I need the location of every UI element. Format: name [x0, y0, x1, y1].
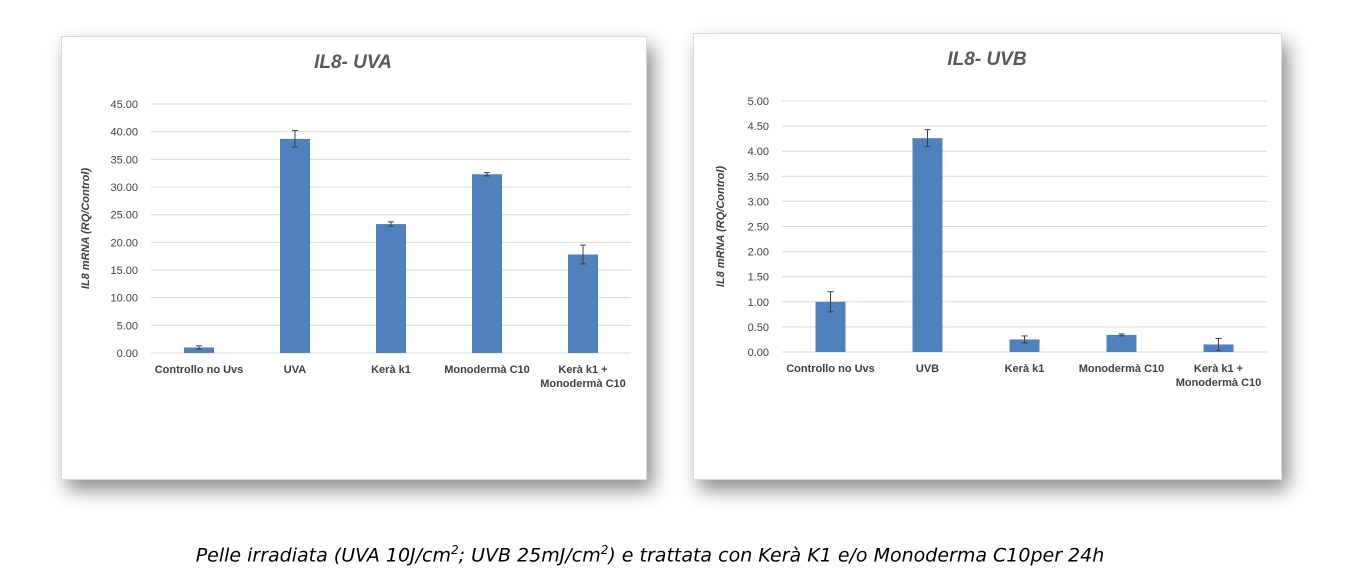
x-category-label: Kerà k1 + Monodermà C10: [1176, 363, 1262, 389]
y-tick-label: 3.00: [748, 196, 769, 208]
bar: [376, 224, 406, 353]
y-tick-label: 2.00: [748, 247, 769, 259]
chart-panel-uva: IL8- UVA IL8 mRNA (RQ/Control) 0.00 5.00 10.…: [61, 36, 647, 480]
chart-title: IL8- UVB: [947, 49, 1026, 70]
y-tick-label: 35.00: [110, 154, 138, 166]
y-tick-label: 5.00: [748, 96, 769, 108]
y-tick-label: 5.00: [117, 320, 138, 332]
chart-uvb: IL8- UVB IL8 mRNA (RQ/Control) 0.00 0.50 1.0…: [715, 49, 1267, 389]
bar: [472, 174, 502, 353]
x-category-label: UVB: [916, 363, 939, 375]
x-category-label: Monodermà C10: [1079, 363, 1165, 375]
chart-uva: IL8- UVA IL8 mRNA (RQ/Control) 0.00 5.00 10.…: [80, 52, 631, 390]
y-tick-label: 15.00: [110, 265, 138, 277]
x-category-label: Monodermà C10: [444, 364, 530, 376]
y-tick-label: 45.00: [110, 99, 138, 111]
y-tick-label: 20.00: [110, 237, 138, 249]
bar: [568, 254, 598, 353]
y-tick-label: 1.50: [748, 272, 769, 284]
chart-panel-uvb: IL8- UVB IL8 mRNA (RQ/Control) 0.00 0.50 1.0…: [693, 33, 1282, 480]
bar: [280, 138, 310, 353]
y-tick-label: 1.00: [748, 297, 769, 309]
y-axis-label: IL8 mRNA (RQ/Control): [80, 168, 92, 290]
figure-caption: Pelle irradiata (UVA 10J/cm2; UVB 25mJ/c…: [0, 543, 1300, 566]
chart-title: IL8- UVA: [314, 52, 392, 73]
y-tick-label: 30.00: [110, 182, 138, 194]
caption-part2: ; UVB 25mJ/cm: [458, 544, 601, 567]
bar: [912, 138, 943, 352]
y-axis-label: IL8 mRNA (RQ/Control): [715, 166, 727, 288]
caption-sup1: 2: [451, 543, 459, 557]
y-tick-label: 25.00: [110, 210, 138, 222]
bar: [1009, 339, 1040, 352]
bar: [1106, 334, 1137, 352]
x-category-label: UVA: [284, 364, 306, 376]
y-tick-label: 10.00: [110, 293, 138, 305]
y-tick-label: 40.00: [110, 127, 138, 139]
x-category-label: Kerà k1: [371, 364, 411, 376]
x-category-label: Kerà k1: [1005, 363, 1045, 375]
x-category-label: Controllo no Uvs: [155, 364, 244, 376]
y-tick-label: 4.50: [748, 121, 769, 133]
x-category-label: Controllo no Uvs: [786, 363, 875, 375]
caption-sup2: 2: [600, 543, 609, 557]
y-tick-label: 4.00: [748, 146, 769, 158]
y-tick-label: 0.50: [748, 322, 769, 334]
y-tick-label: 0.00: [117, 348, 138, 360]
caption-part3: ) e trattata con Kerà K1 e/o Monoderma C…: [608, 544, 1105, 567]
bar: [184, 347, 214, 353]
y-tick-label: 2.50: [748, 222, 769, 234]
caption-part1: Pelle irradiata (UVA 10J/cm: [195, 544, 451, 567]
x-category-label: Kerà k1 + Monodermà C10: [540, 364, 626, 390]
y-tick-label: 3.50: [748, 171, 769, 183]
y-tick-label: 0.00: [748, 347, 769, 359]
